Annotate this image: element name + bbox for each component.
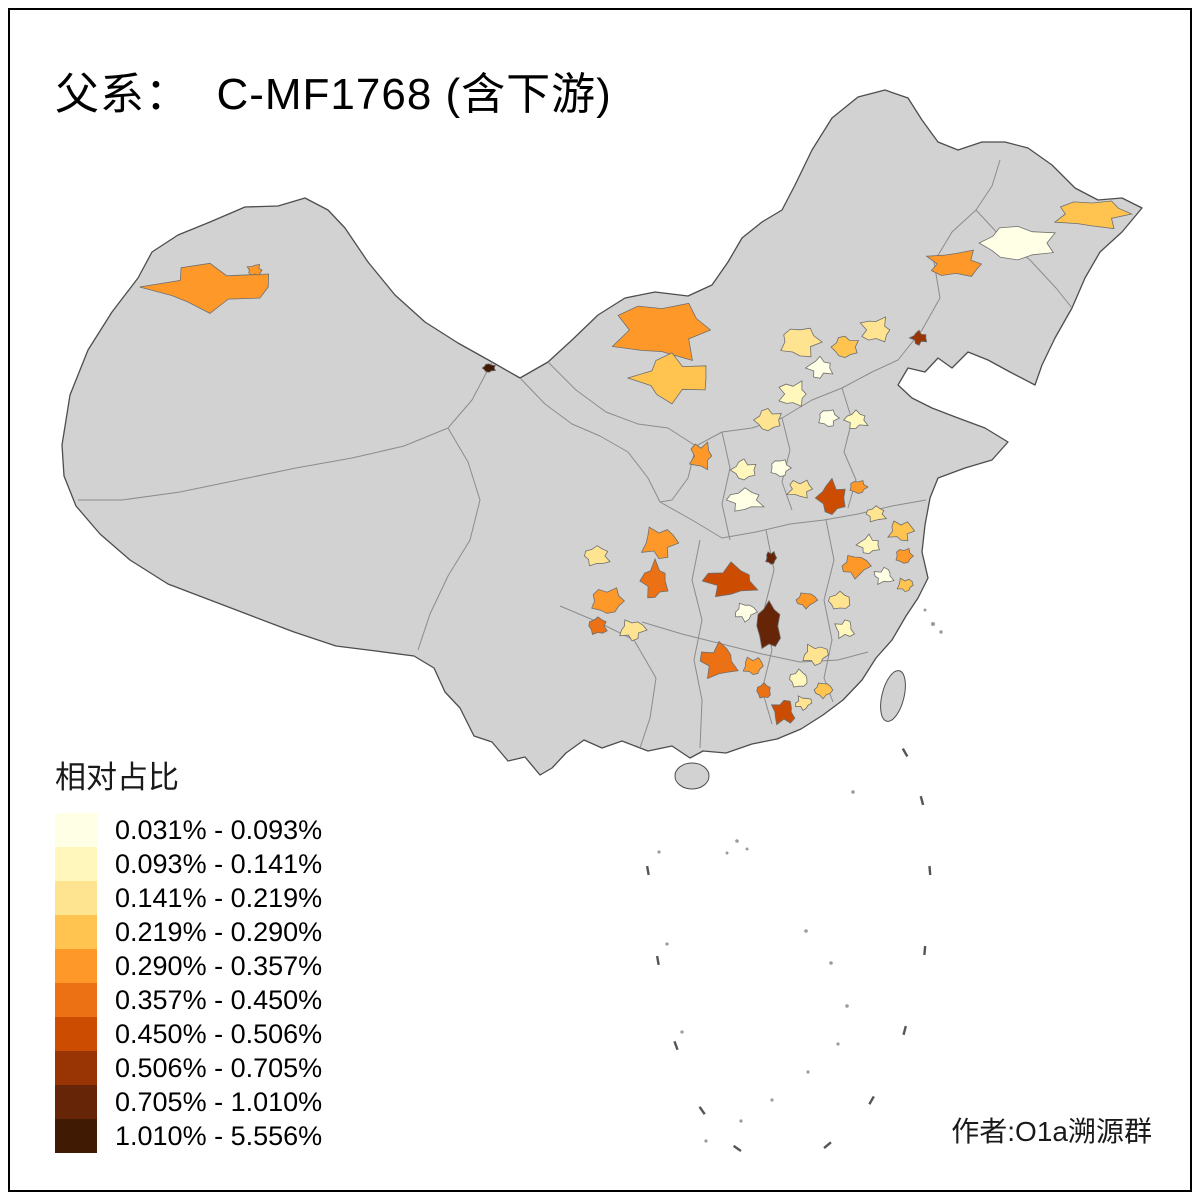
small-sea-islands	[657, 608, 943, 1143]
legend-label: 1.010% - 5.556%	[115, 1120, 323, 1151]
map-region	[778, 380, 807, 407]
map-region	[584, 545, 611, 567]
map-region	[804, 355, 834, 379]
legend-row: 1.010% - 5.556%	[55, 1119, 322, 1153]
map-region	[639, 557, 669, 599]
legend: 相对占比 0.031% - 0.093% 0.093% - 0.141% 0.1…	[55, 752, 322, 1153]
map-region	[855, 533, 880, 555]
nine-dash-line	[645, 748, 932, 1153]
map-region	[780, 327, 824, 358]
legend-row: 0.357% - 0.450%	[55, 983, 322, 1017]
map-region	[770, 699, 796, 726]
legend-rows: 0.031% - 0.093% 0.093% - 0.141% 0.141% -…	[55, 813, 322, 1153]
legend-row: 0.031% - 0.093%	[55, 813, 322, 847]
legend-swatch	[55, 949, 97, 983]
map-region	[908, 329, 928, 346]
map-region	[795, 592, 819, 610]
map-region	[865, 505, 888, 523]
map-region	[765, 550, 778, 565]
legend-label: 0.357% - 0.450%	[115, 984, 323, 1015]
hainan-island	[674, 762, 710, 790]
page-title: 父系： C-MF1768 (含下游)	[55, 70, 612, 119]
legend-swatch	[55, 1085, 97, 1119]
legend-title: 相对占比	[55, 760, 179, 795]
legend-row: 0.290% - 0.357%	[55, 949, 322, 983]
legend-label: 0.141% - 0.219%	[115, 882, 323, 913]
map-region	[701, 561, 759, 598]
legend-swatch	[55, 983, 97, 1017]
map-region	[481, 363, 497, 373]
map-region	[640, 526, 680, 560]
legend-swatch	[55, 915, 97, 949]
map-region	[789, 668, 808, 688]
legend-swatch	[55, 847, 97, 881]
map-region	[139, 262, 270, 314]
legend-row: 0.219% - 0.290%	[55, 915, 322, 949]
legend-swatch	[55, 813, 97, 847]
map-region	[591, 587, 625, 614]
map-region	[742, 656, 764, 675]
map-region	[830, 335, 860, 359]
legend-swatch	[55, 1119, 97, 1153]
legend-label: 0.219% - 0.290%	[115, 916, 323, 947]
legend-row: 0.506% - 0.705%	[55, 1051, 322, 1085]
map-region	[978, 225, 1056, 261]
map-region	[1053, 200, 1134, 230]
map-region	[896, 577, 914, 593]
map-region	[785, 479, 814, 499]
legend-row: 0.093% - 0.141%	[55, 847, 322, 881]
legend-row: 0.141% - 0.219%	[55, 881, 322, 915]
attribution: 作者:O1a溯源群	[951, 1116, 1152, 1147]
islands	[645, 608, 943, 1153]
map-region	[795, 695, 813, 712]
legend-label: 0.506% - 0.705%	[115, 1052, 323, 1083]
map-region	[842, 409, 869, 429]
legend-swatch	[55, 1017, 97, 1051]
map-region	[246, 264, 263, 276]
map-region	[729, 458, 757, 481]
map-region	[834, 619, 856, 640]
map-region	[818, 409, 841, 427]
china-mainland-shape	[61, 89, 1143, 776]
map-region	[688, 441, 713, 471]
map-region	[841, 555, 872, 580]
map-region	[735, 602, 759, 623]
map-region	[873, 566, 895, 586]
legend-label: 0.093% - 0.141%	[115, 848, 323, 879]
map-region	[756, 682, 771, 699]
legend-swatch	[55, 881, 97, 915]
taiwan-island	[880, 670, 906, 722]
map-region	[756, 599, 781, 650]
map-region	[611, 302, 712, 361]
map-region	[813, 682, 834, 700]
map-region	[752, 408, 782, 432]
legend-label: 0.031% - 0.093%	[115, 814, 323, 845]
map-region	[925, 249, 983, 277]
legend-swatch	[55, 1051, 97, 1085]
map-region	[859, 316, 891, 343]
map-region	[849, 480, 869, 494]
map-region	[725, 487, 766, 512]
map-region	[827, 590, 851, 610]
china-outline	[61, 89, 1143, 776]
legend-label: 0.290% - 0.357%	[115, 950, 323, 981]
map-region	[588, 616, 608, 636]
map-region	[895, 547, 915, 564]
legend-label: 0.450% - 0.506%	[115, 1018, 323, 1049]
choropleth-regions	[139, 200, 1134, 726]
legend-row: 0.705% - 1.010%	[55, 1085, 322, 1119]
legend-label: 0.705% - 1.010%	[115, 1086, 323, 1117]
legend-row: 0.450% - 0.506%	[55, 1017, 322, 1051]
map-region	[619, 619, 648, 642]
map-region	[887, 520, 916, 542]
map-region	[626, 352, 707, 405]
map-region	[802, 643, 829, 666]
map-region	[699, 640, 739, 680]
map-region	[814, 477, 846, 515]
map-region	[770, 459, 793, 477]
